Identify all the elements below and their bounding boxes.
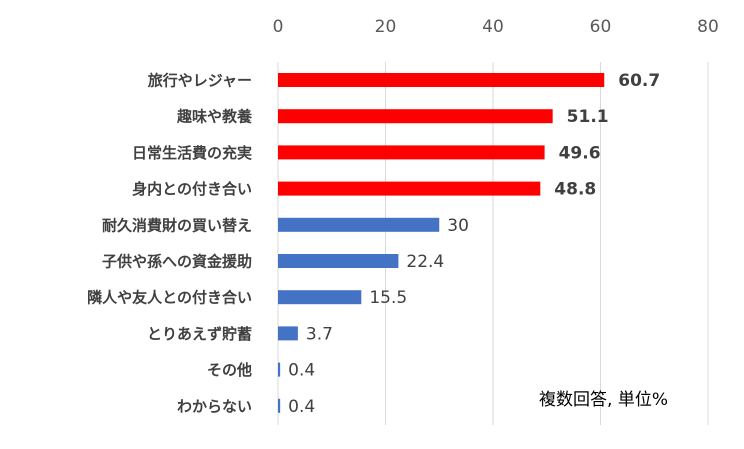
bar	[278, 362, 281, 377]
x-tick-label: 0	[273, 17, 284, 37]
chart-note: 複数回答, 単位%	[539, 390, 668, 410]
bar	[278, 290, 362, 305]
value-label: 22.4	[406, 252, 444, 272]
category-label: とりあえず貯蓄	[147, 325, 252, 343]
x-tick-label: 80	[697, 17, 719, 37]
value-label: 0.4	[288, 361, 315, 381]
category-label: その他	[207, 361, 252, 379]
bar	[278, 398, 281, 413]
value-label: 0.4	[288, 397, 315, 417]
category-label: わからない	[177, 397, 252, 415]
category-label: 趣味や教養	[176, 108, 253, 126]
category-labels: 旅行やレジャー趣味や教養日常生活費の充実身内との付き合い耐久消費財の買い替え子供…	[87, 72, 253, 416]
bar	[278, 145, 545, 160]
bars	[278, 73, 605, 413]
x-tick-label: 60	[590, 17, 612, 37]
bar	[278, 181, 541, 196]
category-label: 耐久消費財の買い替え	[102, 216, 252, 234]
value-label: 48.8	[554, 180, 596, 200]
bar	[278, 73, 605, 87]
value-label: 30	[447, 216, 469, 236]
category-label: 身内との付き合い	[132, 180, 252, 198]
x-axis-ticks: 0 20 40 60 80	[273, 17, 719, 37]
bar	[278, 254, 399, 268]
category-label: 子供や孫への資金援助	[102, 253, 252, 271]
value-label: 3.7	[306, 324, 333, 344]
category-label: 隣人や友人との付き合い	[87, 289, 252, 307]
value-label: 49.6	[559, 143, 601, 163]
value-label: 60.7	[618, 71, 660, 91]
value-label: 15.5	[369, 288, 407, 308]
bar	[278, 109, 553, 124]
x-tick-label: 20	[375, 17, 397, 37]
bar	[278, 217, 440, 232]
category-label: 旅行やレジャー	[148, 72, 252, 90]
bar	[278, 326, 298, 341]
x-tick-label: 40	[482, 17, 504, 37]
value-label: 51.1	[567, 107, 609, 127]
category-label: 日常生活費の充実	[132, 144, 252, 162]
